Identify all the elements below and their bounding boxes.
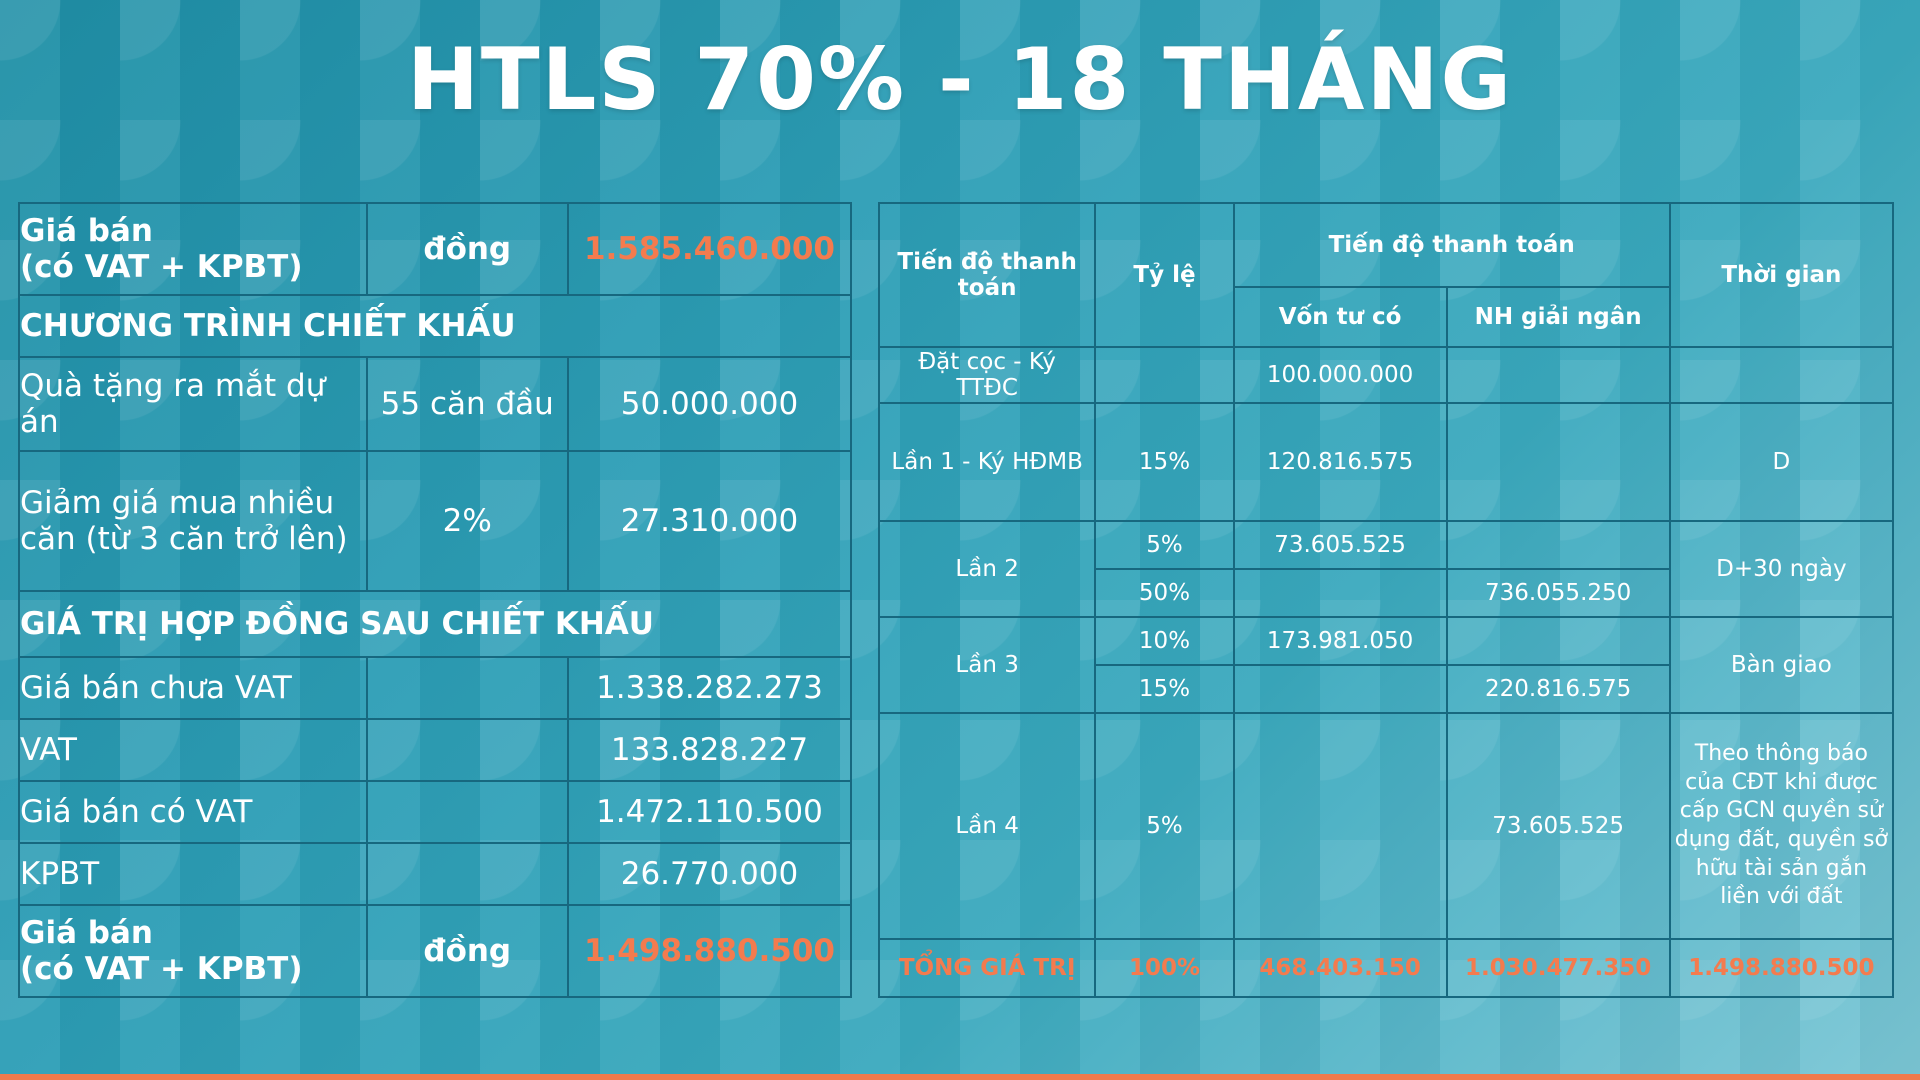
lan4-bank: 73.605.525 — [1445, 712, 1671, 940]
price-value: 1.585.460.000 — [566, 202, 853, 296]
multi-rate: 2% — [365, 450, 569, 592]
header-own-capital: Vốn tư có — [1232, 286, 1448, 348]
table-row: Giá bán (có VAT + KPBT) đồng 1.585.460.0… — [18, 202, 853, 296]
price-label-line2: (có VAT + KPBT) — [20, 249, 303, 285]
table-row: Giá bán (có VAT + KPBT) đồng 1.498.880.5… — [18, 904, 853, 998]
final-label-line2: (có VAT + KPBT) — [20, 951, 303, 987]
header-time: Thời gian — [1668, 202, 1895, 348]
table-row: Giá bán có VAT 1.472.110.500 — [18, 780, 853, 844]
lan1-stage: Lần 1 - Ký HĐMB — [877, 402, 1097, 522]
row-value: 26.770.000 — [566, 842, 853, 906]
total-own: 468.403.150 — [1232, 938, 1448, 998]
row-value: 1.472.110.500 — [566, 780, 853, 844]
table-row: Lần 2 5% 73.605.525 D+30 ngày — [877, 520, 1895, 618]
row-label: Giá bán chưa VAT — [18, 656, 368, 720]
table-row: Lần 4 5% 73.605.525 Theo thông báo của C… — [877, 712, 1895, 940]
lan3-time: Bàn giao — [1668, 616, 1895, 714]
lan2-stage: Lần 2 — [877, 520, 1097, 618]
lan3-rate-b: 15% — [1094, 664, 1235, 714]
lan3-rate-a: 10% — [1094, 616, 1235, 666]
header-rate: Tỷ lệ — [1094, 202, 1235, 348]
lan2-time: D+30 ngày — [1668, 520, 1895, 618]
lan4-stage: Lần 4 — [877, 712, 1097, 940]
lan2-rate-b: 50% — [1094, 568, 1235, 618]
lan4-time: Theo thông báo của CĐT khi được cấp GCN … — [1668, 712, 1895, 940]
row-label: VAT — [18, 718, 368, 782]
lan3-bank-b: 220.816.575 — [1445, 664, 1671, 714]
deposit-stage: Đặt cọc - Ký TTĐC — [877, 346, 1097, 404]
lan1-rate: 15% — [1094, 402, 1235, 522]
price-label-line1: Giá bán — [20, 213, 153, 249]
discount-heading: CHƯƠNG TRÌNH CHIẾT KHẤU — [18, 294, 852, 358]
deposit-own: 100.000.000 — [1232, 346, 1448, 404]
row-value: 133.828.227 — [566, 718, 853, 782]
table-row: 15% 220.816.575 — [879, 664, 1893, 714]
total-bank: 1.030.477.350 — [1445, 938, 1671, 998]
lan2-bank-b: 736.055.250 — [1445, 568, 1671, 618]
gift-label: Quà tặng ra mắt dự án — [18, 356, 368, 452]
price-unit: đồng — [365, 202, 569, 296]
contract-heading: GIÁ TRỊ HỢP ĐỒNG SAU CHIẾT KHẤU — [18, 590, 852, 658]
lan2-own-a: 73.605.525 — [1232, 520, 1448, 570]
price-table: Giá bán (có VAT + KPBT) đồng 1.585.460.0… — [18, 202, 853, 998]
lan2-rate-a: 5% — [1094, 520, 1235, 570]
table-row: Đặt cọc - Ký TTĐC 100.000.000 — [877, 346, 1895, 404]
table-row: Giá bán chưa VAT 1.338.282.273 — [18, 656, 853, 720]
multi-value: 27.310.000 — [566, 450, 853, 592]
lan3-own-a: 173.981.050 — [1232, 616, 1448, 666]
row-value: 1.338.282.273 — [566, 656, 853, 720]
table-row: CHƯƠNG TRÌNH CHIẾT KHẤU — [18, 294, 852, 358]
header-stage: Tiến độ thanh toán — [877, 202, 1097, 348]
price-label: Giá bán (có VAT + KPBT) — [18, 202, 368, 296]
total-rate: 100% — [1094, 938, 1235, 998]
table-row: 50% 736.055.250 — [879, 568, 1893, 618]
final-label-line1: Giá bán — [20, 915, 153, 951]
table-header-row: Tiến độ thanh toán Tỷ lệ Tiến độ thanh t… — [877, 202, 1895, 348]
table-row: Lần 3 10% 173.981.050 Bàn giao — [877, 616, 1895, 714]
table-row: Giảm giá mua nhiều căn (từ 3 căn trở lên… — [18, 450, 853, 592]
table-row: VAT 133.828.227 — [18, 718, 853, 782]
table-row: Quà tặng ra mắt dự án 55 căn đầu 50.000.… — [18, 356, 853, 452]
header-bank: NH giải ngân — [1445, 286, 1671, 348]
page-title: HTLS 70% - 18 THÁNG — [406, 30, 1514, 130]
gift-condition: 55 căn đầu — [365, 356, 569, 452]
header-payment: Tiến độ thanh toán — [1232, 202, 1671, 288]
row-label: KPBT — [18, 842, 368, 906]
total-row: TỔNG GIÁ TRỊ 100% 468.403.150 1.030.477.… — [877, 938, 1895, 998]
bottom-accent-bar — [0, 1074, 1920, 1080]
lan1-own: 120.816.575 — [1232, 402, 1448, 522]
table-row: KPBT 26.770.000 — [18, 842, 853, 906]
gift-value: 50.000.000 — [566, 356, 853, 452]
lan3-stage: Lần 3 — [877, 616, 1097, 714]
multi-label: Giảm giá mua nhiều căn (từ 3 căn trở lên… — [18, 450, 368, 592]
lan4-rate: 5% — [1094, 712, 1235, 940]
payment-schedule-table: Tiến độ thanh toán Tỷ lệ Tiến độ thanh t… — [877, 202, 1895, 998]
total-label: TỔNG GIÁ TRỊ — [877, 938, 1097, 998]
table-row: GIÁ TRỊ HỢP ĐỒNG SAU CHIẾT KHẤU — [18, 590, 852, 658]
final-value: 1.498.880.500 — [566, 904, 853, 998]
final-unit: đồng — [365, 904, 569, 998]
table-header-row: Vốn tư có NH giải ngân — [879, 286, 1893, 348]
total-all: 1.498.880.500 — [1668, 938, 1895, 998]
table-row: Lần 1 - Ký HĐMB 15% 120.816.575 D — [877, 402, 1895, 522]
lan1-time: D — [1668, 402, 1895, 522]
row-label: Giá bán có VAT — [18, 780, 368, 844]
final-label: Giá bán (có VAT + KPBT) — [18, 904, 368, 998]
